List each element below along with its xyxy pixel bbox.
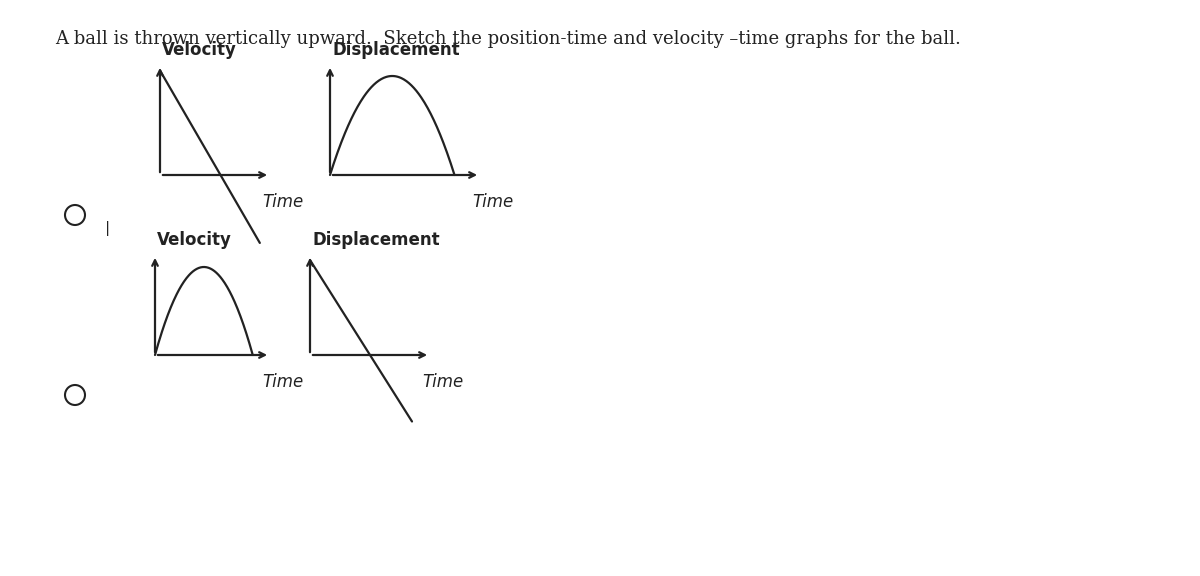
Text: Velocity: Velocity [162, 41, 236, 59]
Text: A ball is thrown vertically upward.  Sketch the position-time and velocity –time: A ball is thrown vertically upward. Sket… [55, 30, 961, 48]
Text: Time: Time [262, 193, 304, 211]
Text: Time: Time [422, 373, 463, 391]
Text: |: | [106, 221, 110, 236]
Text: Velocity: Velocity [157, 231, 232, 249]
Text: Time: Time [472, 193, 514, 211]
Text: Time: Time [262, 373, 304, 391]
Text: Displacement: Displacement [332, 41, 460, 59]
Text: Displacement: Displacement [312, 231, 439, 249]
